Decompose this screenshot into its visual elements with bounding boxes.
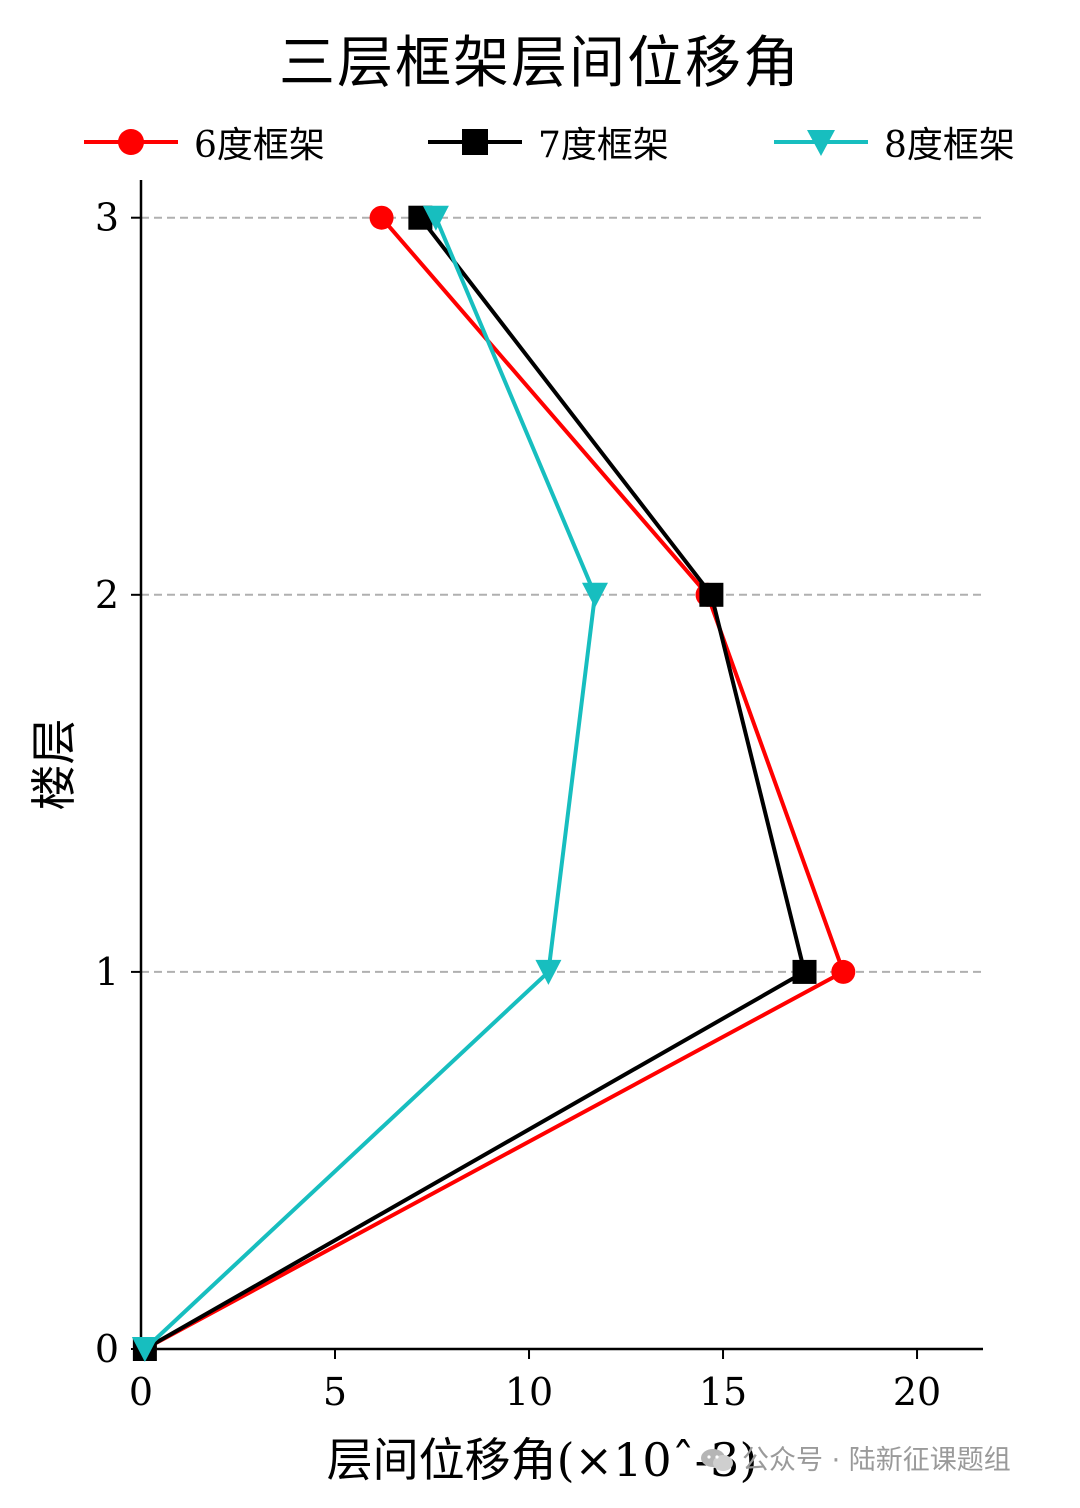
- watermark: 公众号 · 陆新征课题组: [700, 1438, 1011, 1477]
- series-line-2: [143, 216, 597, 1351]
- y-tick-label-0: 0: [95, 1327, 119, 1371]
- x-tick-label-10: 10: [505, 1370, 553, 1414]
- series-2-point-2: [581, 582, 608, 608]
- chart-title: 三层框架层间位移角: [279, 31, 801, 96]
- series-line-0: [143, 216, 846, 1351]
- series-2-point-0: [131, 1337, 158, 1362]
- series-1-point-1: [792, 959, 817, 984]
- legend-marker-cyan-triangle: [774, 130, 868, 156]
- series-0-point-1: [831, 959, 856, 984]
- y-tick-label-3: 3: [95, 196, 119, 240]
- legend-item-6: 6度框架: [84, 112, 325, 172]
- x-tick-label-0: 0: [129, 1370, 153, 1414]
- x-axis-label: 层间位移角(×10ˆ-3): [327, 1433, 758, 1487]
- legend: 6度框架 7度框架 8度框架: [0, 112, 1080, 172]
- series-0-point-3: [369, 205, 394, 230]
- wechat-icon: [701, 1449, 733, 1471]
- series-1-point-2: [699, 582, 724, 607]
- series-2-point-1: [535, 959, 562, 985]
- series-line-1: [143, 216, 807, 1351]
- legend-label-8: 8度框架: [884, 125, 1015, 166]
- legend-item-8: 8度框架: [774, 112, 1015, 172]
- x-tick-label-15: 15: [699, 1370, 747, 1414]
- y-axis-label: 楼层: [27, 719, 81, 811]
- x-tick-label-5: 5: [323, 1370, 347, 1414]
- x-tick-label-20: 20: [893, 1370, 941, 1414]
- legend-label-6: 6度框架: [194, 125, 325, 166]
- legend-item-7: 7度框架: [428, 112, 669, 172]
- legend-marker-red-circle: [84, 129, 178, 155]
- watermark-text: 公众号 · 陆新征课题组: [742, 1445, 1011, 1476]
- series-2-point-3: [422, 205, 449, 231]
- legend-label-7: 7度框架: [538, 125, 669, 166]
- y-tick-label-2: 2: [95, 573, 119, 617]
- legend-marker-black-square: [428, 129, 522, 155]
- y-tick-label-1: 1: [95, 950, 119, 994]
